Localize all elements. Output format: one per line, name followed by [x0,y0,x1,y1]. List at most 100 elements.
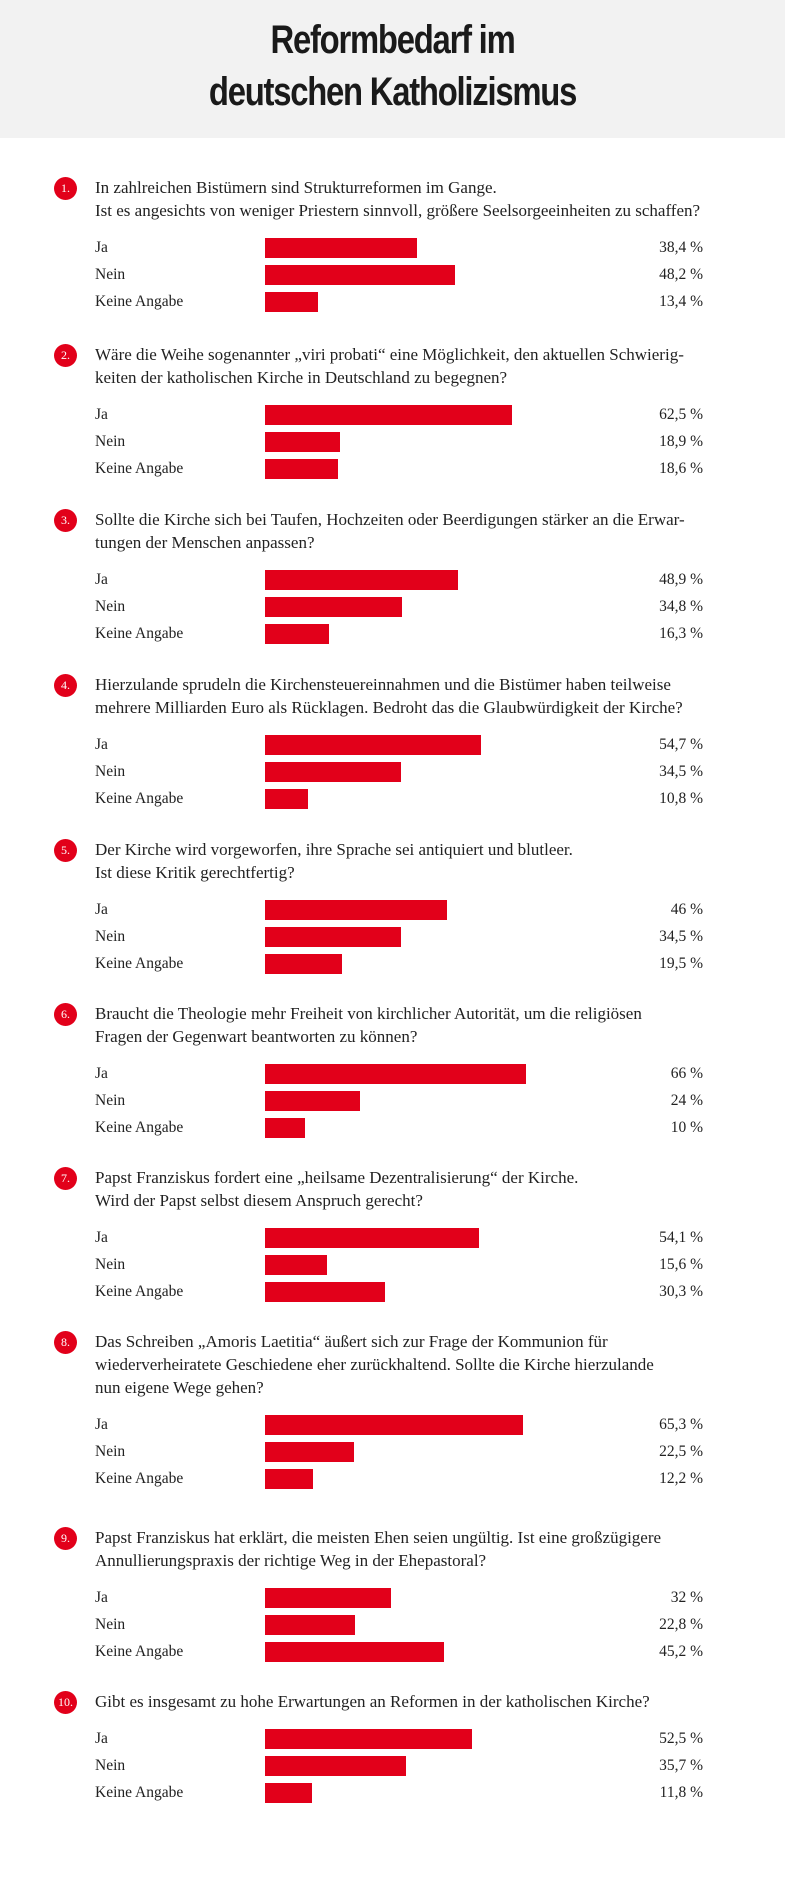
answer-label: Keine Angabe [95,625,184,642]
question-text: Papst Franziskus hat erklärt, die meiste… [95,1526,755,1572]
answer-value: 54,7 % [659,736,703,753]
answer-bar [265,1415,523,1435]
answer-label: Nein [95,1757,126,1774]
question-number-badge: 3. [54,509,77,532]
answer-label: Nein [95,598,126,615]
answer-value: 30,3 % [659,1283,703,1300]
answer-label: Keine Angabe [95,460,184,477]
answer-bar [265,735,482,755]
question-number-badge: 10. [54,1691,77,1714]
answer-value: 38,4 % [659,239,703,256]
question-text-line: Wird der Papst selbst diesem Anspruch ge… [95,1191,423,1210]
answer-label: Nein [95,928,126,945]
question-text-line: Annullierungspraxis der richtige Weg in … [95,1551,487,1570]
question-text: Wäre die Weihe sogenannter „viri probati… [95,343,755,389]
answer-label: Ja [95,1730,108,1747]
question-number-badge: 5. [54,839,77,862]
answer-bar [265,1783,312,1803]
answer-bar [265,1255,327,1275]
question-text-line: Braucht die Theologie mehr Freiheit von … [95,1004,642,1023]
answer-label: Keine Angabe [95,1784,184,1801]
answer-label: Keine Angabe [95,293,184,310]
answer-bar [265,1118,305,1138]
answer-value: 34,5 % [659,763,703,780]
question-number-badge: 2. [54,344,77,367]
answer-bar [265,570,459,590]
answer-bar [265,238,417,258]
question-text: Das Schreiben „Amoris Laetitia“ äußert s… [95,1330,755,1399]
question-text-line: Hierzulande sprudeln die Kirchensteuerei… [95,675,671,694]
question-text-line: Fragen der Gegenwart beantworten zu könn… [95,1027,418,1046]
answer-bar [265,459,339,479]
answer-label: Keine Angabe [95,1283,184,1300]
answer-label: Keine Angabe [95,1470,184,1487]
answer-label: Nein [95,1616,126,1633]
answer-value: 10 % [670,1119,703,1136]
answer-value: 22,5 % [659,1443,703,1460]
answer-bar [265,789,308,809]
answer-value: 45,2 % [659,1643,703,1660]
answer-label: Keine Angabe [95,790,184,807]
answer-value: 54,1 % [659,1229,703,1246]
question-text-line: Ist es angesichts von weniger Priestern … [95,201,701,220]
answer-label: Nein [95,1256,126,1273]
answer-label: Ja [95,406,108,423]
answer-value: 24 % [670,1092,703,1109]
answer-bar [265,1588,392,1608]
answer-bar [265,1282,385,1302]
answer-bar [265,1064,526,1084]
question-number-badge: 8. [54,1331,77,1354]
answer-bar [265,927,402,947]
answer-bar [265,954,343,974]
answer-value: 35,7 % [659,1757,703,1774]
page-title-line-2: deutschen Katholizismus [208,70,577,114]
answer-bar [265,597,403,617]
answer-label: Nein [95,763,126,780]
answer-value: 10,8 % [659,790,703,807]
answer-bar [265,1469,314,1489]
answer-label: Ja [95,1416,108,1433]
question-text-line: tungen der Menschen anpassen? [95,533,315,552]
question-text: Gibt es insgesamt zu hohe Erwartungen an… [95,1690,755,1713]
answer-label: Ja [95,239,108,256]
answer-bar [265,1756,406,1776]
question-text-line: Gibt es insgesamt zu hohe Erwartungen an… [95,1692,650,1711]
answer-value: 46 % [670,901,703,918]
answer-bar [265,432,340,452]
question-text-line: keiten der katholischen Kirche in Deutsc… [95,368,508,387]
header-band: Reformbedarf im deutschen Katholizismus [0,0,785,138]
answer-value: 13,4 % [659,293,703,310]
answer-bar [265,1091,360,1111]
page-title-line-1: Reformbedarf im [270,18,515,62]
answer-label: Ja [95,1229,108,1246]
question-text-line: Wäre die Weihe sogenannter „viri probati… [95,345,684,364]
answer-label: Ja [95,1589,108,1606]
answer-value: 32 % [670,1589,703,1606]
answer-label: Ja [95,1065,108,1082]
question-text: Braucht die Theologie mehr Freiheit von … [95,1002,755,1048]
answer-value: 18,9 % [659,433,703,450]
question-text-line: Sollte die Kirche sich bei Taufen, Hochz… [95,510,685,529]
answer-bar [265,1642,444,1662]
question-text-line: nun eigene Wege gehen? [95,1378,264,1397]
answer-value: 66 % [670,1065,703,1082]
answer-label: Nein [95,433,126,450]
answer-value: 18,6 % [659,460,703,477]
answer-bar [265,1228,479,1248]
answer-value: 19,5 % [659,955,703,972]
question-text-line: Der Kirche wird vorgeworfen, ihre Sprach… [95,840,573,859]
answer-bar [265,292,318,312]
answer-value: 16,3 % [659,625,703,642]
question-text: Sollte die Kirche sich bei Taufen, Hochz… [95,508,755,554]
answer-value: 34,5 % [659,928,703,945]
question-text: Hierzulande sprudeln die Kirchensteuerei… [95,673,755,719]
question-number-badge: 1. [54,177,77,200]
question-text-line: Ist diese Kritik gerechtfertig? [95,863,295,882]
answer-value: 11,8 % [659,1784,703,1801]
question-number-badge: 6. [54,1003,77,1026]
answer-bar [265,1615,356,1635]
answer-bar [265,624,330,644]
answer-label: Nein [95,1092,126,1109]
answer-bar [265,900,447,920]
